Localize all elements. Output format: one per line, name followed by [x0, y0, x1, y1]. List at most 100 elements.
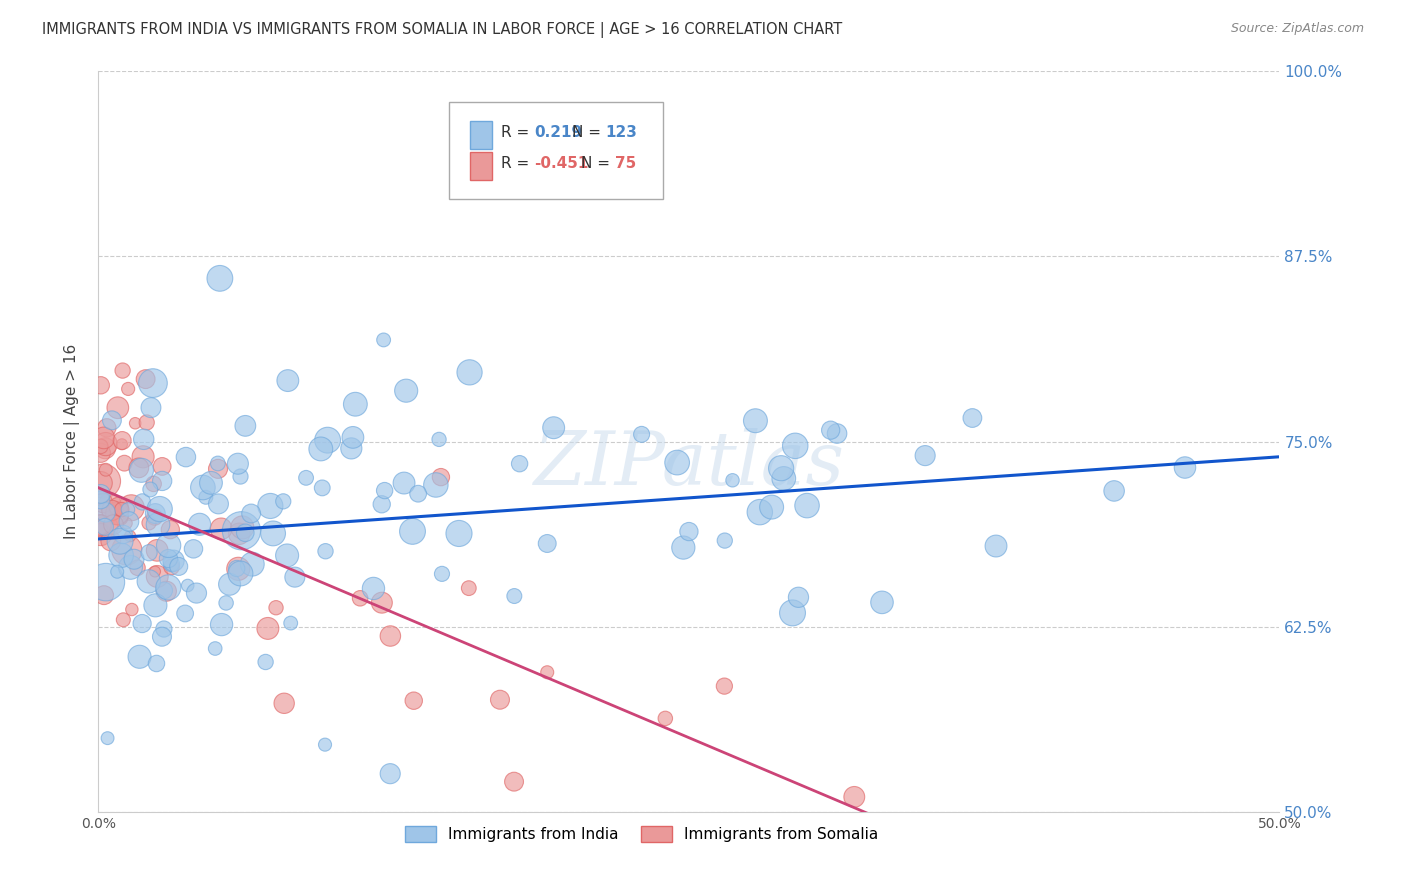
Point — [94, 575, 117, 590]
Point — [128, 649, 150, 664]
Point — [207, 457, 229, 471]
Point — [120, 560, 142, 574]
Point — [257, 622, 280, 636]
Point — [90, 476, 112, 491]
Point — [118, 515, 141, 529]
Point — [139, 483, 162, 497]
Point — [111, 363, 134, 377]
Point — [748, 505, 770, 519]
Point — [225, 561, 247, 575]
Point — [713, 679, 735, 693]
Point — [131, 495, 153, 509]
FancyBboxPatch shape — [449, 103, 664, 200]
Point — [233, 525, 256, 540]
Point — [107, 401, 129, 415]
Point — [110, 548, 132, 562]
Point — [90, 487, 112, 501]
Point — [211, 617, 233, 632]
Point — [273, 696, 295, 710]
Point — [363, 582, 385, 596]
Point — [264, 600, 287, 615]
Point — [772, 471, 794, 485]
Point — [98, 497, 121, 511]
Point — [96, 421, 118, 435]
Point — [105, 506, 128, 520]
Point — [146, 543, 169, 558]
Point — [342, 430, 364, 444]
Point — [1174, 460, 1197, 475]
Point — [870, 595, 893, 609]
Point — [380, 766, 402, 780]
Point — [240, 507, 263, 521]
Point — [112, 456, 135, 470]
Point — [770, 461, 793, 475]
Point — [115, 543, 138, 558]
Text: 0.219: 0.219 — [534, 125, 582, 140]
Point — [349, 591, 371, 606]
Point — [143, 510, 166, 524]
Point — [90, 523, 112, 537]
Point — [103, 517, 125, 532]
Point — [146, 517, 169, 532]
Point — [447, 526, 470, 541]
Point — [90, 492, 112, 507]
Text: Source: ZipAtlas.com: Source: ZipAtlas.com — [1230, 22, 1364, 36]
Text: R =: R = — [501, 156, 534, 171]
Point — [254, 655, 277, 669]
Point — [111, 502, 134, 516]
Point — [139, 401, 162, 415]
Point — [402, 694, 425, 708]
Point — [276, 549, 298, 563]
Point — [153, 583, 176, 598]
Text: 123: 123 — [605, 125, 637, 140]
Point — [90, 378, 112, 392]
Point — [101, 413, 124, 427]
Point — [314, 738, 336, 752]
Point — [105, 565, 128, 579]
Point — [844, 789, 866, 804]
FancyBboxPatch shape — [471, 152, 492, 180]
Point — [146, 569, 169, 583]
Point — [509, 457, 531, 471]
Point — [395, 384, 418, 398]
Point — [215, 596, 238, 610]
Point — [226, 457, 249, 471]
Point — [135, 416, 157, 430]
Y-axis label: In Labor Force | Age > 16: In Labor Force | Age > 16 — [63, 344, 80, 539]
Point — [183, 541, 205, 556]
Point — [157, 581, 180, 595]
Point — [188, 517, 211, 532]
Point — [100, 533, 122, 548]
Point — [401, 524, 423, 539]
Point — [340, 442, 363, 456]
Point — [678, 524, 700, 539]
Point — [155, 584, 177, 599]
Point — [262, 526, 284, 541]
Point — [127, 561, 149, 575]
Point — [536, 665, 558, 680]
Point — [380, 629, 402, 643]
Point — [132, 450, 155, 464]
Point — [984, 539, 1007, 553]
Point — [122, 552, 145, 566]
Point — [309, 442, 332, 456]
Point — [200, 475, 222, 490]
Point — [105, 502, 128, 516]
Point — [112, 527, 135, 541]
Point — [280, 616, 302, 631]
Point — [311, 481, 333, 495]
Point — [111, 434, 134, 448]
Point — [157, 538, 180, 552]
Point — [112, 613, 135, 627]
Point — [787, 591, 810, 605]
Point — [96, 520, 118, 534]
Point — [91, 496, 114, 510]
Point — [101, 503, 124, 517]
Point — [150, 459, 173, 474]
Point — [186, 586, 208, 600]
Point — [295, 471, 318, 485]
Point — [207, 462, 229, 476]
Point — [94, 463, 117, 477]
Point — [218, 577, 240, 591]
Point — [115, 516, 138, 531]
